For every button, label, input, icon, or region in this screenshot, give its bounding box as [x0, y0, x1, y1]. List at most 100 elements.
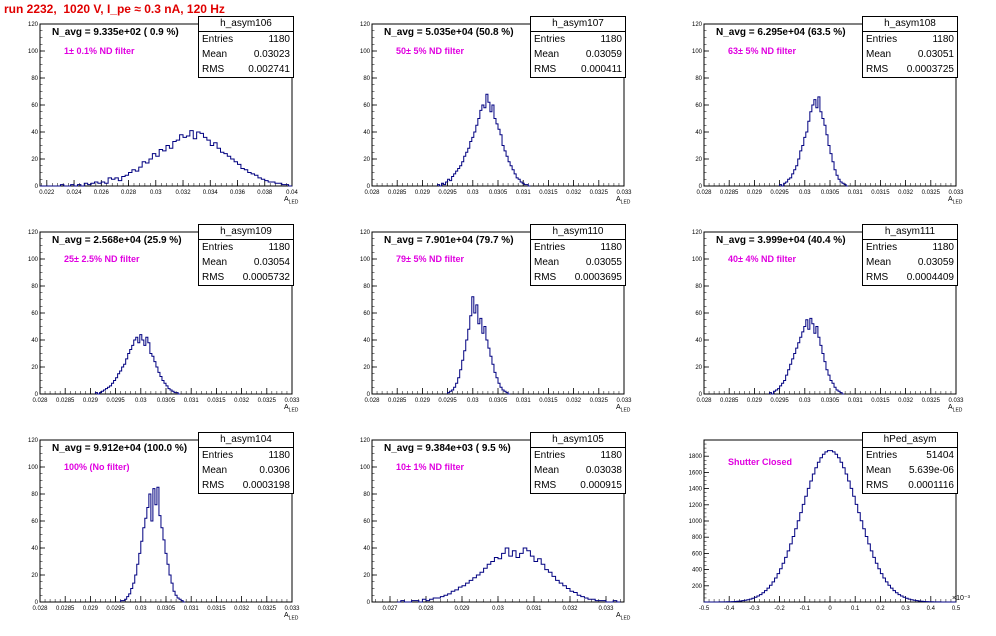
filter-label: 1± 0.1% ND filter	[64, 46, 135, 56]
stats-row-entries: Entries 1180	[531, 448, 625, 463]
y-tick-label: 0	[367, 600, 371, 606]
stats-row-rms: RMS 0.0001116	[863, 478, 957, 493]
stats-label-rms: RMS	[866, 272, 889, 283]
histogram-panel: 0 20 40 60 80 100 120 0.028 0.0285 0.029 0.0295 0.0…	[340, 222, 666, 428]
x-tick-label: 0.031	[184, 398, 200, 404]
stats-row-entries: Entries 1180	[531, 32, 625, 47]
y-tick-label: 800	[692, 535, 703, 541]
stats-row-mean: Mean 0.03055	[531, 255, 625, 270]
filter-label: 63± 5% ND filter	[728, 46, 796, 56]
filter-label: 40± 4% ND filter	[728, 254, 796, 264]
stats-value-mean: 0.03023	[253, 49, 290, 60]
y-tick-label: 120	[360, 230, 371, 236]
x-tick-label: 0.029	[415, 398, 431, 404]
y-tick-label: 40	[695, 130, 702, 136]
x-tick-label: 0.1	[851, 606, 860, 612]
y-tick-label: 20	[363, 157, 370, 163]
x-tick-label: 0.033	[948, 190, 964, 196]
x-tick-label: 0.028	[418, 606, 434, 612]
y-tick-label: 100	[28, 465, 39, 471]
y-tick-label: 0	[367, 184, 371, 190]
histogram-series	[397, 547, 621, 603]
x-axis-label: ALED	[616, 196, 630, 205]
filter-label: 10± 1% ND filter	[396, 462, 464, 472]
stats-value-mean: 5.639e-06	[908, 465, 954, 476]
x-tick-label: 0.029	[454, 606, 470, 612]
y-tick-label: 80	[31, 76, 38, 82]
y-tick-label: 40	[695, 338, 702, 344]
stats-value-entries: 1180	[600, 450, 622, 461]
stats-value-rms: 0.0004409	[906, 272, 954, 283]
x-tick-label: 0.0315	[871, 190, 890, 196]
x-axis-label-sub: LED	[288, 199, 299, 206]
stats-label-rms: RMS	[202, 480, 225, 491]
histogram-series	[40, 130, 292, 187]
y-tick-label: 0	[35, 392, 39, 398]
x-tick-label: 0.0315	[207, 606, 226, 612]
stats-label-rms: RMS	[202, 64, 225, 75]
x-tick-label: 0.0315	[871, 398, 890, 404]
x-tick-label: 0.031	[526, 606, 542, 612]
y-tick-label: 120	[692, 230, 703, 236]
n-avg-label: N_avg = 7.901e+04 (79.7 %)	[384, 235, 514, 246]
y-tick-label: 20	[31, 573, 38, 579]
x-axis-label-sub: LED	[952, 199, 963, 206]
stats-value-entries: 1180	[268, 450, 290, 461]
stats-value-mean: 0.03059	[585, 49, 622, 60]
y-tick-label: 200	[692, 584, 703, 590]
stats-row-rms: RMS 0.000411	[531, 62, 625, 77]
y-tick-label: 120	[360, 438, 371, 444]
x-axis-label-sub: LED	[288, 407, 299, 414]
y-tick-label: 40	[363, 130, 370, 136]
y-tick-label: 80	[695, 284, 702, 290]
y-tick-label: 60	[363, 103, 370, 109]
y-tick-label: 80	[363, 284, 370, 290]
x-tick-label: 0.3	[901, 606, 910, 612]
stats-row-rms: RMS 0.000915	[531, 478, 625, 493]
histogram-panel: 0 20 40 60 80 100 120 0.028 0.0285 0.029 0.0295 0.0…	[672, 222, 996, 428]
x-axis-label-main: A	[616, 404, 621, 411]
x-axis-label-sub: LED	[288, 615, 299, 622]
x-tick-label: 0.0325	[590, 190, 609, 196]
x-tick-label: 0.028	[364, 190, 380, 196]
x-tick-label: 0.031	[848, 398, 864, 404]
x-tick-label: 0.0305	[157, 606, 176, 612]
stats-value-entries: 51404	[926, 450, 954, 461]
y-tick-label: 40	[31, 546, 38, 552]
stats-box: h_asym108 Entries 1180 Mean 0.03051 RMS 0.0003…	[862, 16, 958, 78]
stats-name: h_asym110	[531, 225, 625, 240]
histogram-series	[120, 486, 186, 603]
stats-box: h_asym110 Entries 1180 Mean 0.03055 RMS 0.0003…	[530, 224, 626, 286]
stats-row-mean: Mean 0.0306	[199, 463, 293, 478]
x-axis-label: ALED	[616, 612, 630, 621]
x-axis-label-main: A	[284, 612, 289, 619]
x-tick-label: 0.03	[150, 190, 162, 196]
y-tick-label: 20	[31, 157, 38, 163]
stats-value-mean: 0.0306	[259, 465, 290, 476]
x-tick-label: 0.0285	[720, 190, 739, 196]
stats-label-mean: Mean	[866, 49, 892, 60]
y-tick-label: 120	[28, 22, 39, 28]
x-axis-label-sub: LED	[952, 407, 963, 414]
stats-value-mean: 0.03054	[253, 257, 290, 268]
x-axis-label-main: A	[616, 612, 621, 619]
x-tick-label: -0.3	[749, 606, 760, 612]
x-tick-label: 0.0285	[56, 606, 75, 612]
y-tick-label: 80	[695, 76, 702, 82]
x-axis-label: ALED	[284, 612, 298, 621]
x-axis-label-sub: LED	[620, 199, 631, 206]
histogram-series	[94, 334, 181, 395]
filter-label: 25± 2.5% ND filter	[64, 254, 140, 264]
filter-label: Shutter Closed	[728, 457, 793, 467]
n-avg-label: N_avg = 2.568e+04 (25.9 %)	[52, 235, 182, 246]
histogram-panel: 0 20 40 60 80 100 120 0.028 0.0285 0.029 0.0295 0.0…	[8, 430, 334, 636]
y-tick-label: 120	[360, 22, 371, 28]
x-tick-label: -0.5	[699, 606, 710, 612]
y-tick-label: 40	[31, 338, 38, 344]
x-axis-label-main: A	[616, 196, 621, 203]
stats-row-mean: Mean 0.03054	[199, 255, 293, 270]
stats-label-entries: Entries	[534, 34, 566, 45]
x-tick-label: 0.028	[696, 190, 712, 196]
x-tick-label: 0.038	[257, 190, 273, 196]
stats-value-entries: 1180	[932, 242, 954, 253]
